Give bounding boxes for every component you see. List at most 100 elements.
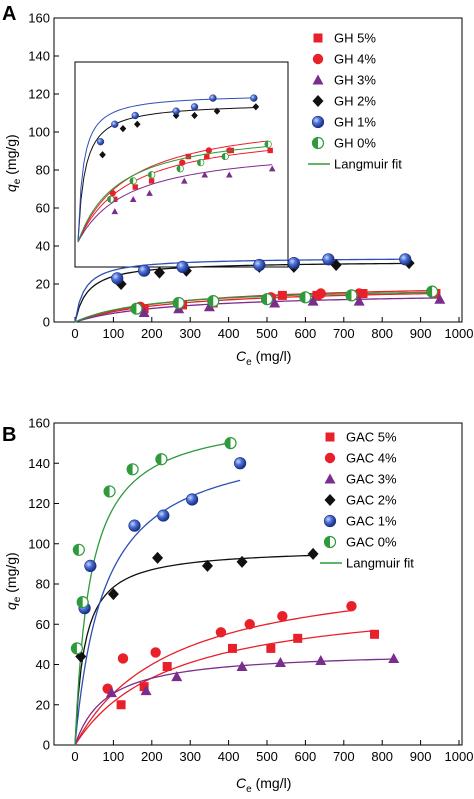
inset-point-gh-0pct — [129, 177, 137, 185]
point-gac-0pct — [126, 463, 139, 476]
point-gh-5pct — [277, 290, 287, 300]
point-gac-5pct — [370, 629, 380, 639]
point-gac-5pct — [116, 700, 126, 710]
inset-point-gh-1pct — [131, 111, 139, 120]
legend-marker-gh-0pct — [311, 136, 325, 150]
fit-line-gh-1pct — [74, 258, 406, 323]
point-gac-4pct — [277, 611, 288, 622]
y-tick-label: 80 — [36, 577, 50, 592]
point-gh-4pct — [315, 288, 326, 299]
fit-line-gac-0pct — [74, 441, 237, 746]
x-tick-label: 600 — [295, 326, 317, 341]
inset-point-gh-0pct — [107, 195, 115, 203]
inset-point-gh-0pct — [147, 171, 156, 179]
fit-line-gh-3pct — [74, 297, 440, 323]
y-axis-title-subscript-a: e — [12, 178, 23, 184]
point-gac-3pct — [388, 652, 400, 663]
legend-b: GAC 5% GAC 4% GAC 3% GAC 2% GAC 1% GAC 0% Lang… — [320, 430, 414, 571]
inset-fit-line-gh-2pct — [77, 107, 256, 243]
y-axis-title-unit-b: (mg/g) — [3, 552, 19, 596]
y-axis-title-subscript-b: e — [12, 596, 23, 602]
inset-point-gh-3pct — [146, 189, 153, 196]
legend-label-gh-4pct: GH 4% — [334, 52, 376, 67]
x-tick-label: 100 — [103, 326, 125, 341]
point-gac-0pct — [70, 642, 84, 655]
inset-point-gh-5pct — [185, 153, 192, 160]
y-tick-label: 60 — [36, 201, 50, 216]
fit-line-gac-1pct — [74, 479, 241, 746]
point-gh-3pct — [269, 297, 281, 308]
y-axis-title-symbol-b: q — [3, 602, 19, 610]
legend-marker-gh-5pct — [313, 33, 323, 43]
legend-label-gh-0pct: GH 0% — [334, 136, 376, 151]
point-gh-1pct — [138, 264, 151, 277]
inset-point-gh-3pct — [111, 208, 119, 215]
point-gac-3pct — [171, 671, 183, 682]
point-gh-0pct — [130, 302, 143, 315]
y-axis-title-unit-a: (mg/g) — [3, 134, 19, 178]
legend-a: GH 5% GH 4% GH 3% GH 2% GH 1% GH 0% Langmuir f… — [308, 31, 402, 172]
legend-label-gac-2pct: GAC 2% — [346, 493, 397, 508]
point-gac-4pct — [215, 627, 227, 638]
x-axis-title-subscript-a: e — [246, 357, 252, 368]
legend-label-gac-3pct: GAC 3% — [346, 472, 397, 487]
legend-marker-gac-2pct — [324, 494, 336, 506]
legend-label-gac-5pct: GAC 5% — [346, 430, 397, 445]
inset-point-gh-5pct — [148, 178, 155, 184]
legend-marker-gh-1pct — [311, 115, 325, 129]
legend-marker-gh-4pct — [312, 53, 324, 65]
inset-plot — [77, 94, 276, 243]
point-gac-3pct — [140, 685, 152, 696]
inset-fit-line-gh-3pct — [77, 164, 273, 243]
point-gac-3pct — [105, 687, 117, 698]
point-gh-2pct — [153, 266, 165, 279]
inset-point-gh-3pct — [225, 171, 233, 178]
legend-label-gh-2pct: GH 2% — [334, 94, 376, 109]
x-tick-label: 300 — [179, 749, 201, 764]
point-gh-3pct — [203, 301, 215, 312]
point-gac-0pct — [103, 485, 116, 498]
point-gh-0pct — [172, 296, 185, 310]
inset-point-gh-1pct — [111, 120, 119, 128]
legend-label-gac-1pct: GAC 1% — [346, 514, 397, 529]
inset-fit-line-gh-1pct — [77, 97, 254, 243]
inset-point-gh-0pct — [176, 165, 184, 173]
point-gh-3pct — [353, 295, 365, 306]
point-gac-0pct — [76, 596, 89, 609]
x-tick-label: 100 — [103, 749, 125, 764]
point-gh-0pct — [426, 285, 439, 298]
point-gac-1pct — [157, 509, 170, 522]
y-axis-title-symbol-a: q — [3, 184, 19, 192]
fit-line-gh-2pct — [74, 262, 410, 323]
point-gh-1pct — [111, 272, 124, 285]
point-gac-5pct — [139, 682, 149, 692]
fit-line-gac-4pct — [74, 609, 352, 746]
y-tick-label: 0 — [43, 315, 50, 330]
legend-marker-gac-1pct — [323, 514, 337, 528]
inset-point-gh-1pct — [172, 107, 180, 115]
y-tick-label: 120 — [28, 496, 50, 511]
point-gac-3pct — [236, 661, 248, 672]
y-tick-label: 60 — [36, 617, 50, 632]
point-gac-5pct — [266, 643, 276, 653]
y-tick-label: 100 — [28, 125, 50, 140]
point-gh-3pct — [138, 307, 150, 317]
point-gh-3pct — [307, 295, 319, 306]
legend-marker-gh-3pct — [312, 74, 324, 85]
y-tick-label: 160 — [28, 416, 50, 431]
fit-line-gac-3pct — [74, 658, 394, 746]
inset-point-gh-4pct — [109, 190, 116, 197]
inset-point-gh-2pct — [99, 151, 106, 159]
fit-line-gh-0pct — [74, 291, 433, 323]
inset-point-gh-2pct — [119, 125, 127, 133]
legend-marker-gac-3pct — [324, 473, 336, 484]
x-tick-label: 600 — [295, 749, 317, 764]
inset-point-gh-0pct — [221, 152, 229, 161]
inset-point-gh-1pct — [209, 94, 217, 102]
point-gac-2pct — [107, 588, 119, 601]
legend-label-gh-3pct: GH 3% — [334, 73, 376, 88]
legend-label-gh-5pct: GH 5% — [334, 31, 376, 46]
x-axis-title-unit-a: (mg/l) — [252, 348, 292, 364]
x-tick-label: 800 — [371, 749, 393, 764]
legend-label-fit: Langmuir fit — [346, 556, 414, 571]
